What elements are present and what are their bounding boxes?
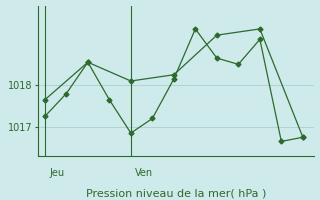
Text: Pression niveau de la mer( hPa ): Pression niveau de la mer( hPa ) (86, 189, 266, 199)
Text: Ven: Ven (135, 168, 153, 178)
Text: Jeu: Jeu (49, 168, 64, 178)
